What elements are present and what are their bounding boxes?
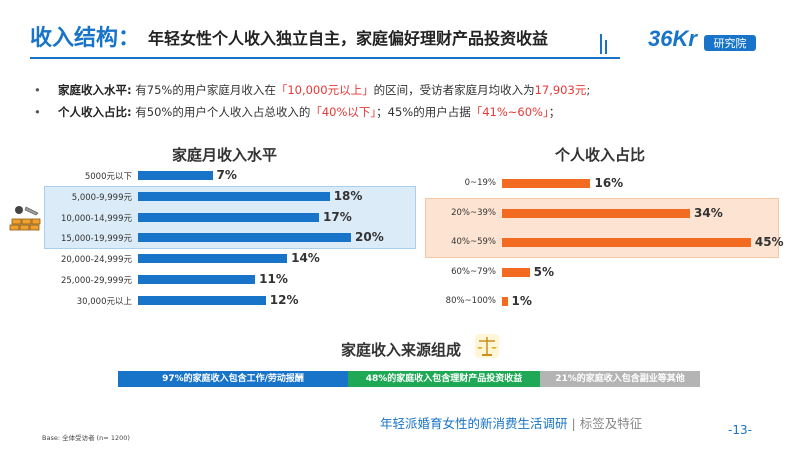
bullet-household-income: • 家庭收入水平: 有75%的用户家庭月收入在「10,000元以上」的区间，受访者… bbox=[34, 83, 591, 97]
logo-sub-text: 研究院 bbox=[714, 36, 747, 50]
bar bbox=[138, 171, 213, 180]
page-number: -13- bbox=[728, 423, 752, 437]
bar bbox=[502, 267, 530, 277]
income-source-segment: 48%的家庭收入包含理财产品投资收益 bbox=[348, 371, 540, 387]
report-name: 年轻派婚育女性的新消费生活调研 bbox=[380, 416, 568, 431]
category-label: 5,000-9,999元 bbox=[71, 192, 132, 203]
bar bbox=[138, 275, 256, 284]
bar bbox=[138, 191, 330, 201]
data-label: 20% bbox=[355, 230, 384, 245]
household-income-chart-title: 家庭月收入水平 bbox=[172, 146, 278, 164]
data-label: 11% bbox=[259, 272, 288, 286]
category-label: 20%~39% bbox=[451, 207, 496, 218]
data-label: 34% bbox=[694, 205, 723, 220]
category-label: 40%~59% bbox=[451, 237, 496, 247]
bar bbox=[138, 254, 288, 264]
category-label: 80%~100% bbox=[445, 296, 496, 306]
category-label: 10,000-14,999元 bbox=[60, 213, 132, 224]
data-label: 14% bbox=[291, 251, 320, 266]
scale-icon bbox=[475, 334, 499, 358]
category-label: 60%~79% bbox=[451, 266, 496, 277]
income-source-segment: 97%的家庭收入包含工作/劳动报酬 bbox=[118, 371, 348, 387]
income-source-segment: 21%的家庭收入包含副业等其他 bbox=[540, 371, 700, 387]
data-label: 45% bbox=[754, 235, 784, 249]
income-source-title: 家庭收入来源组成 bbox=[341, 341, 462, 359]
personal-share-highlight bbox=[425, 198, 779, 258]
bar bbox=[138, 233, 351, 243]
personal-share-chart-title: 个人收入占比 bbox=[555, 146, 646, 164]
data-label: 18% bbox=[333, 188, 363, 203]
bullet-personal-share: • 个人收入占比: 有50%的用户个人收入占总收入的「40%以下」；45%的用户占… bbox=[34, 105, 561, 119]
title-underline bbox=[30, 57, 620, 59]
bar bbox=[138, 212, 320, 222]
report-section: 标签及特征 bbox=[579, 416, 643, 431]
bar bbox=[502, 179, 591, 188]
category-label: 20,000-24,999元 bbox=[60, 255, 132, 266]
bullet-dot: • bbox=[34, 83, 41, 97]
data-label: 5% bbox=[533, 264, 555, 279]
data-label: 17% bbox=[323, 209, 352, 224]
data-label: 12% bbox=[269, 292, 299, 307]
bar bbox=[502, 297, 508, 306]
category-label: 0~19% bbox=[464, 178, 496, 188]
income-source-bar: 97%的家庭收入包含工作/劳动报酬 48%的家庭收入包含理财产品投资收益 21%的家… bbox=[118, 371, 700, 387]
category-label: 25,000-29,999元 bbox=[60, 276, 132, 286]
page-subtitle: 年轻女性个人收入独立自主，家庭偏好理财产品投资收益 bbox=[148, 29, 549, 48]
bricklayer-icon bbox=[9, 206, 41, 231]
title-divider-marks bbox=[600, 34, 610, 54]
base-note: Base: 全体受访者 (n= 1200) bbox=[42, 434, 130, 442]
brand-logo: 36Kr 研究院 bbox=[648, 26, 756, 51]
bar bbox=[138, 295, 266, 305]
category-label: 15,000-19,999元 bbox=[60, 234, 132, 245]
bar bbox=[502, 238, 751, 247]
logo-text: 36Kr bbox=[648, 26, 698, 51]
data-label: 7% bbox=[216, 168, 237, 182]
logo-sub-box bbox=[704, 35, 756, 51]
footer-separator: | bbox=[571, 416, 576, 431]
data-label: 1% bbox=[511, 294, 532, 308]
category-label: 30,000元以上 bbox=[76, 296, 132, 307]
report-footer: 年轻派婚育女性的新消费生活调研 | 标签及特征 bbox=[380, 413, 642, 432]
bar bbox=[502, 208, 691, 218]
page-title: 收入结构： bbox=[30, 26, 141, 51]
data-label: 16% bbox=[594, 176, 624, 190]
bullet-dot: • bbox=[34, 105, 41, 119]
category-label: 5000元以下 bbox=[84, 172, 132, 182]
